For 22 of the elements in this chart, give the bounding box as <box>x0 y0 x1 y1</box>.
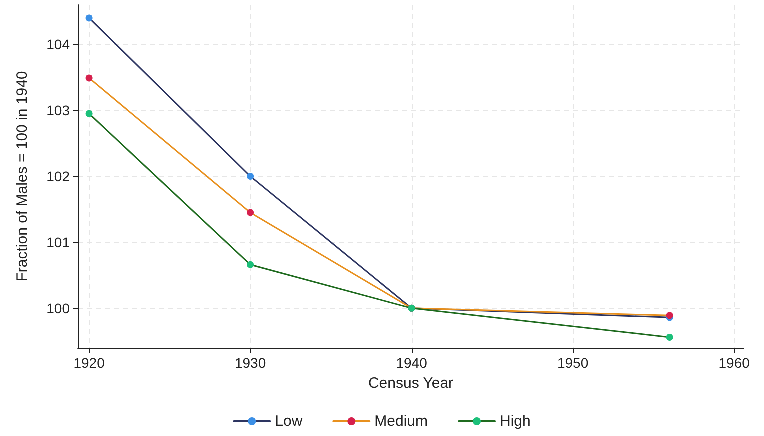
point <box>247 261 254 268</box>
y-tick-label: 102 <box>46 168 70 184</box>
legend-label: High <box>500 413 531 430</box>
x-tick-label: 1950 <box>557 355 589 371</box>
point <box>247 173 254 180</box>
point <box>666 334 674 341</box>
y-tick-label: 100 <box>46 300 70 316</box>
x-tick-label: 1960 <box>718 355 750 371</box>
point <box>247 209 254 216</box>
point <box>86 14 93 22</box>
y-axis-title: Fraction of Males = 100 in 1940 <box>14 71 31 282</box>
legend-label: Medium <box>374 413 428 430</box>
y-tick-label: 104 <box>46 36 70 53</box>
point <box>86 110 93 118</box>
legend-label: Low <box>275 413 303 430</box>
x-axis-title: Census Year <box>368 375 454 392</box>
x-tick-label: 1920 <box>74 355 106 371</box>
y-tick-label: 101 <box>46 234 70 250</box>
x-tick-label: 1940 <box>396 355 428 371</box>
y-tick-label: 103 <box>46 102 70 119</box>
point <box>86 74 93 82</box>
x-tick-label: 1930 <box>234 355 266 371</box>
